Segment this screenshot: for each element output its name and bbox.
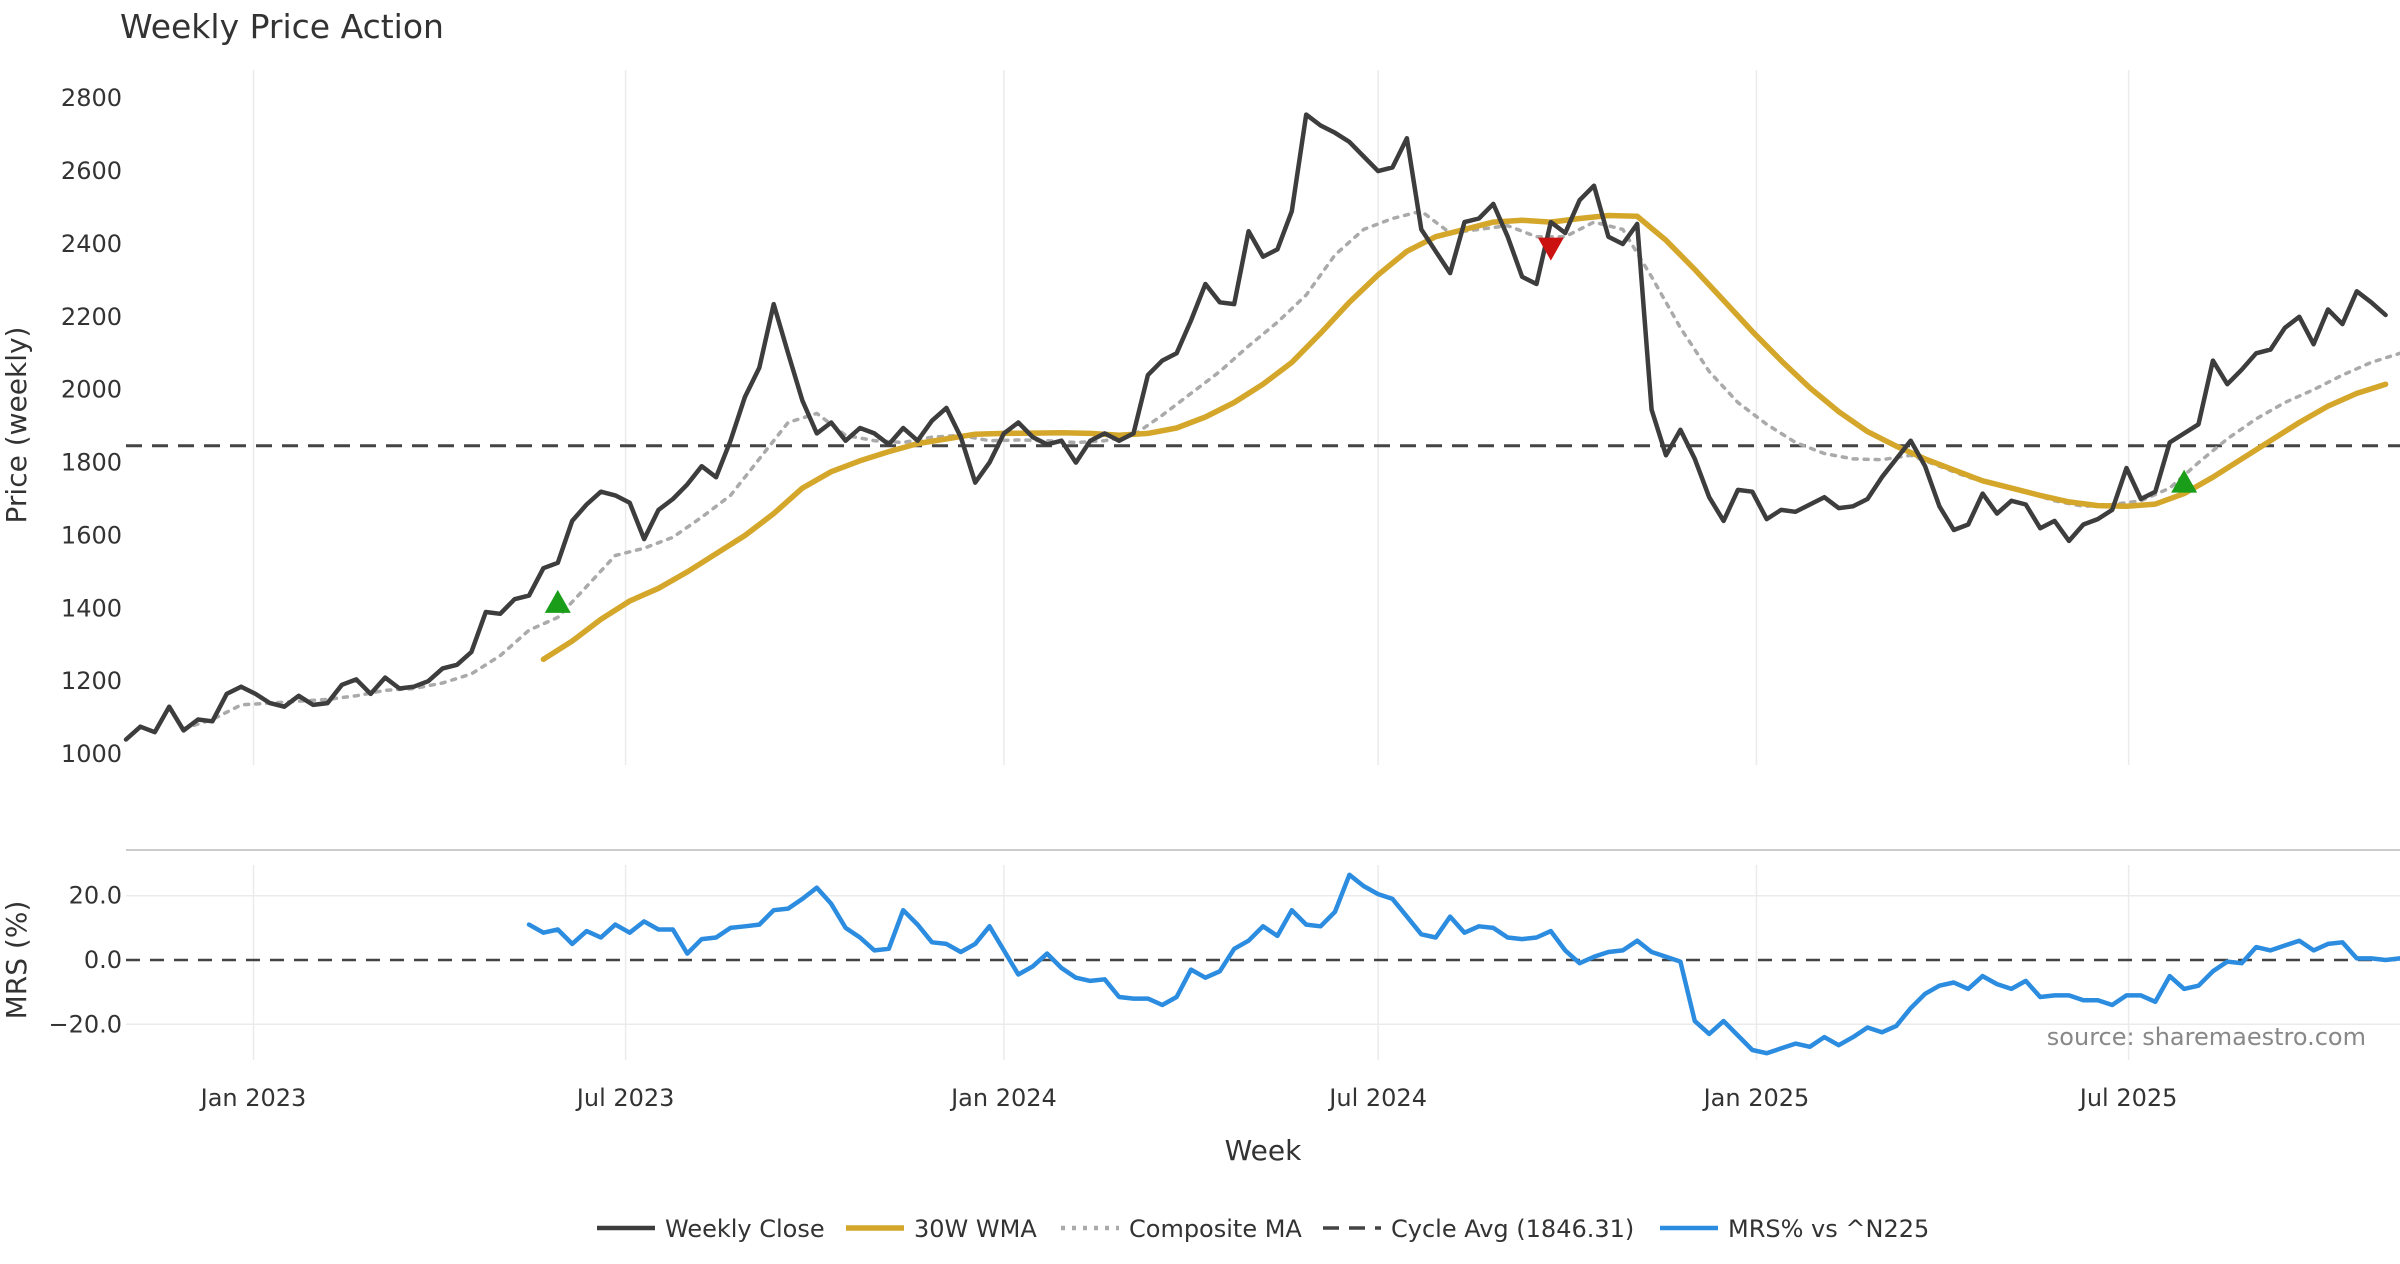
legend-label-wma: 30W WMA [914,1215,1037,1243]
series-line-wma [540,212,2389,663]
price-tick-label: 2400 [61,230,122,258]
price-tick-label: 1000 [61,740,122,768]
source-label: source: sharemaestro.com [2047,1023,2366,1051]
mrs-tick-label: 0.0 [84,946,122,974]
price-tick-label: 2000 [61,376,122,404]
price-tick-label: 1600 [61,521,122,549]
price-y-ticks: 1000 1200 1400 1600 1800 2000 2200 2400 2600 2800 [61,84,122,768]
buy-signal-marker [2171,469,2198,493]
mrs-panel-grid [126,865,2400,1060]
x-tick-label: Jan 2025 [1702,1084,1810,1112]
legend-label-composite: Composite MA [1129,1215,1302,1243]
series-line-composite [181,209,2400,731]
series-line-mrs [526,872,2400,1056]
price-tick-label: 2600 [61,157,122,185]
price-tick-label: 1400 [61,594,122,622]
series-layer [123,112,2400,1056]
x-axis-title: Week [1225,1134,1302,1167]
mrs-y-axis-title: MRS (%) [0,901,33,1020]
buy-signal-marker [544,589,571,613]
legend: Weekly Close 30W WMA Composite MA Cycle Avg… [597,1215,1929,1243]
legend-label-mrs: MRS% vs ^N225 [1728,1215,1929,1243]
x-tick-label: Jan 2024 [949,1084,1057,1112]
x-tick-label: Jul 2025 [2078,1084,2178,1112]
series-line-close [123,112,2388,742]
mrs-tick-label: 20.0 [69,882,122,910]
price-y-axis-title: Price (weekly) [0,327,33,524]
signal-markers [544,237,2198,613]
legend-label-cycle: Cycle Avg (1846.31) [1391,1215,1634,1243]
x-tick-label: Jul 2024 [1327,1084,1427,1112]
sell-signal-marker [1537,237,1564,261]
x-tick-label: Jan 2023 [199,1084,307,1112]
mrs-y-ticks: 20.0 0.0 −20.0 [48,882,122,1039]
mrs-tick-label: −20.0 [48,1010,122,1038]
legend-label-close: Weekly Close [665,1215,825,1243]
chart-title: Weekly Price Action [120,7,444,46]
x-tick-label: Jul 2023 [575,1084,675,1112]
price-tick-label: 2800 [61,84,122,112]
price-tick-label: 1800 [61,449,122,477]
x-ticks: Jan 2023 Jul 2023 Jan 2024 Jul 2024 Jan 2025… [199,1084,2178,1112]
price-tick-label: 1200 [61,667,122,695]
price-tick-label: 2200 [61,303,122,331]
